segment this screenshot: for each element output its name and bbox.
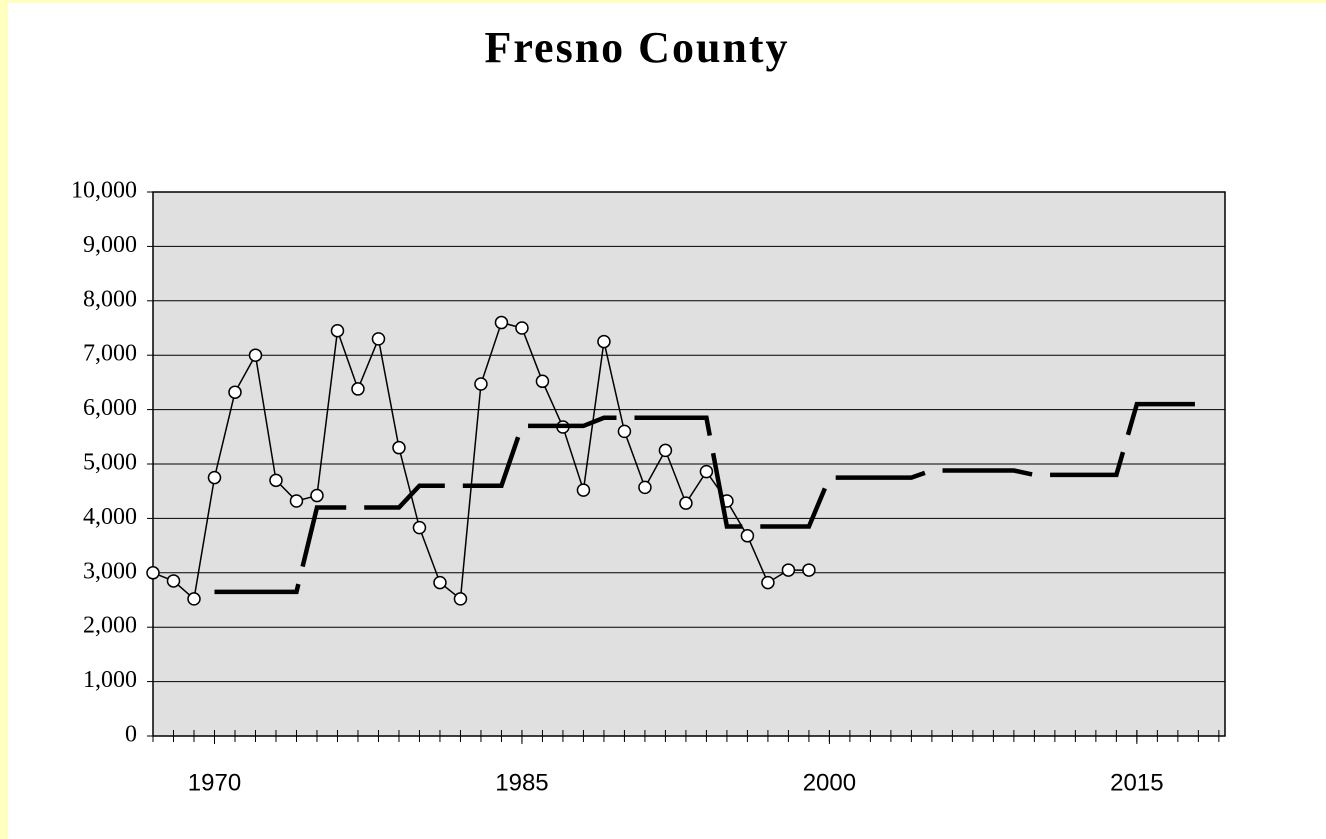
marker bbox=[576, 483, 591, 497]
marker bbox=[371, 332, 386, 346]
y-tick-label: 10,000 bbox=[71, 178, 137, 204]
marker bbox=[187, 592, 201, 606]
y-tick-label: 4,000 bbox=[83, 504, 137, 530]
x-tick-label: 1970 bbox=[188, 769, 241, 796]
y-tick-label: 1,000 bbox=[83, 667, 137, 693]
marker bbox=[781, 563, 796, 577]
marker bbox=[412, 520, 427, 535]
dashed-line bbox=[214, 401, 1199, 595]
marker bbox=[392, 440, 406, 455]
marker bbox=[679, 496, 693, 510]
x-tick-label: 1985 bbox=[495, 769, 548, 796]
y-tick-label: 2,000 bbox=[83, 613, 137, 639]
chart-title: Fresno County bbox=[484, 23, 789, 72]
plot-border bbox=[152, 191, 1226, 737]
marker bbox=[515, 321, 529, 335]
marker bbox=[228, 385, 242, 399]
y-tick-label: 9,000 bbox=[83, 232, 137, 258]
marker bbox=[207, 470, 222, 485]
marker bbox=[597, 334, 611, 349]
y-tick-label: 7,000 bbox=[83, 341, 137, 367]
top-band bbox=[0, 0, 1326, 3]
marker bbox=[699, 464, 714, 479]
marker bbox=[453, 592, 468, 606]
marker bbox=[269, 473, 283, 488]
x-tick-label: 2000 bbox=[803, 769, 856, 796]
marker bbox=[474, 377, 488, 391]
marker bbox=[248, 348, 263, 362]
marker bbox=[351, 382, 365, 396]
marker bbox=[535, 374, 550, 389]
y-tick-label: 5,000 bbox=[83, 450, 137, 476]
x-tick-label: 2015 bbox=[1110, 769, 1163, 796]
marker bbox=[310, 488, 324, 503]
marker bbox=[617, 424, 632, 439]
marker bbox=[433, 575, 447, 590]
marker bbox=[761, 575, 775, 590]
marker bbox=[658, 443, 673, 458]
marker bbox=[289, 494, 304, 508]
marker bbox=[330, 323, 345, 338]
y-tick-label: 8,000 bbox=[83, 286, 137, 312]
marker bbox=[802, 563, 816, 577]
marker bbox=[740, 529, 755, 543]
marker bbox=[166, 574, 181, 588]
side-band bbox=[0, 0, 8, 839]
y-tick-label: 6,000 bbox=[83, 395, 137, 421]
y-tick-label: 0 bbox=[125, 722, 137, 748]
marker bbox=[494, 315, 509, 330]
y-tick-label: 3,000 bbox=[83, 558, 137, 584]
marker bbox=[146, 566, 160, 580]
marker bbox=[638, 480, 652, 495]
